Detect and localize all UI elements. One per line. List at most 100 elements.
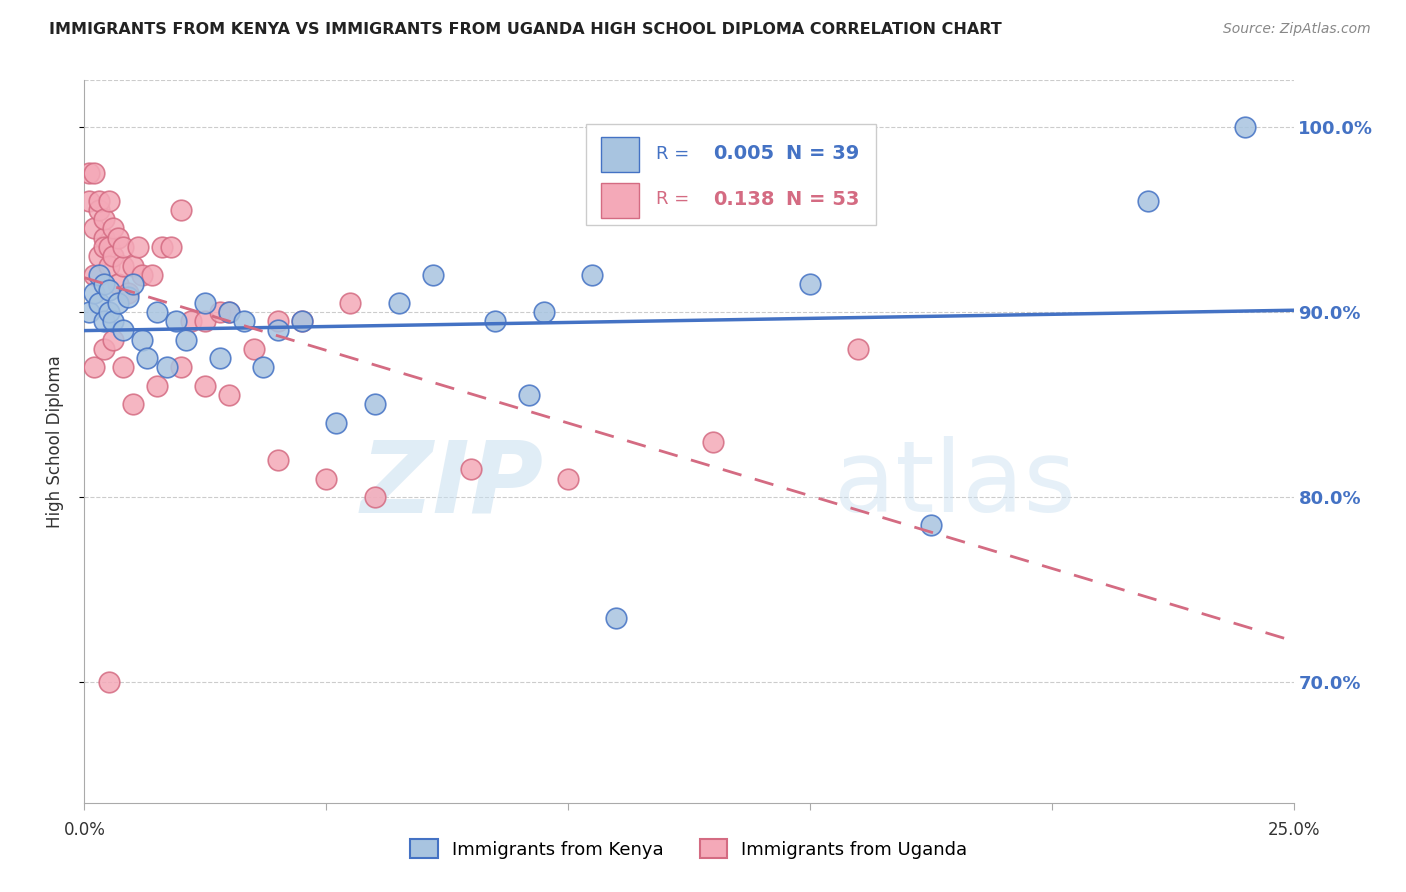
FancyBboxPatch shape <box>586 124 876 225</box>
Point <box>121 277 143 291</box>
Point <box>117 286 139 301</box>
Point <box>291 314 314 328</box>
Point <box>97 194 120 208</box>
Point <box>155 360 177 375</box>
Point <box>83 268 105 282</box>
Point <box>103 221 125 235</box>
Point <box>107 277 129 291</box>
Point <box>146 379 169 393</box>
Bar <box>600 137 640 172</box>
Point <box>87 295 110 310</box>
Point <box>97 283 120 297</box>
Legend: Immigrants from Kenya, Immigrants from Uganda: Immigrants from Kenya, Immigrants from U… <box>404 832 974 866</box>
Point <box>920 517 942 532</box>
Point <box>150 240 173 254</box>
Point <box>170 360 193 375</box>
Point <box>267 323 290 337</box>
Point <box>103 249 125 263</box>
Point <box>484 314 506 328</box>
Point <box>97 305 120 319</box>
Point <box>233 314 256 328</box>
Point <box>77 166 100 180</box>
Point <box>117 290 139 304</box>
Point <box>97 240 120 254</box>
Text: Source: ZipAtlas.com: Source: ZipAtlas.com <box>1223 22 1371 37</box>
Point <box>1137 194 1160 208</box>
Point <box>136 351 159 366</box>
Point <box>112 360 135 375</box>
Point <box>97 259 120 273</box>
Point <box>242 342 264 356</box>
Point <box>103 333 125 347</box>
Point <box>83 221 105 235</box>
Point <box>141 268 163 282</box>
Point <box>180 314 202 328</box>
Text: 0.138: 0.138 <box>713 190 775 209</box>
Point <box>93 240 115 254</box>
Point <box>605 610 627 624</box>
Point <box>127 240 149 254</box>
Point <box>1234 120 1257 134</box>
Point <box>557 472 579 486</box>
Point <box>339 295 361 310</box>
Text: ZIP: ZIP <box>361 436 544 533</box>
Point <box>77 194 100 208</box>
Point <box>93 212 115 227</box>
Text: N = 53: N = 53 <box>786 190 859 209</box>
Text: atlas: atlas <box>834 436 1076 533</box>
Point <box>165 314 187 328</box>
Text: 25.0%: 25.0% <box>1267 821 1320 838</box>
Point <box>702 434 724 449</box>
Point <box>112 323 135 337</box>
Bar <box>600 183 640 218</box>
Point <box>388 295 411 310</box>
Point <box>93 231 115 245</box>
Point <box>87 202 110 217</box>
Point <box>83 286 105 301</box>
Point <box>131 268 153 282</box>
Point <box>252 360 274 375</box>
Point <box>267 453 290 467</box>
Point <box>194 314 217 328</box>
Point <box>77 305 100 319</box>
Point <box>194 379 217 393</box>
Point <box>170 202 193 217</box>
Text: N = 39: N = 39 <box>786 145 859 163</box>
Point <box>422 268 444 282</box>
Point <box>267 314 290 328</box>
Point <box>112 240 135 254</box>
Point <box>194 295 217 310</box>
Point <box>87 249 110 263</box>
Point <box>363 490 385 504</box>
Point <box>218 388 240 402</box>
Point <box>460 462 482 476</box>
Point <box>121 397 143 411</box>
Point <box>363 397 385 411</box>
Point <box>146 305 169 319</box>
Text: R =: R = <box>657 191 689 209</box>
Point <box>533 305 555 319</box>
Point <box>799 277 821 291</box>
Point <box>315 472 337 486</box>
Y-axis label: High School Diploma: High School Diploma <box>45 355 63 528</box>
Point <box>112 259 135 273</box>
Point <box>93 314 115 328</box>
Text: 0.005: 0.005 <box>713 145 775 163</box>
Point <box>131 333 153 347</box>
Point <box>208 305 231 319</box>
Point <box>218 305 240 319</box>
Point <box>121 259 143 273</box>
Point <box>107 295 129 310</box>
Point <box>581 268 603 282</box>
Point <box>218 305 240 319</box>
Point <box>87 194 110 208</box>
Point <box>291 314 314 328</box>
Text: 0.0%: 0.0% <box>63 821 105 838</box>
Point <box>93 342 115 356</box>
Point <box>174 333 197 347</box>
Point <box>160 240 183 254</box>
Point <box>517 388 540 402</box>
Point <box>107 231 129 245</box>
Point <box>97 675 120 690</box>
Point <box>103 314 125 328</box>
